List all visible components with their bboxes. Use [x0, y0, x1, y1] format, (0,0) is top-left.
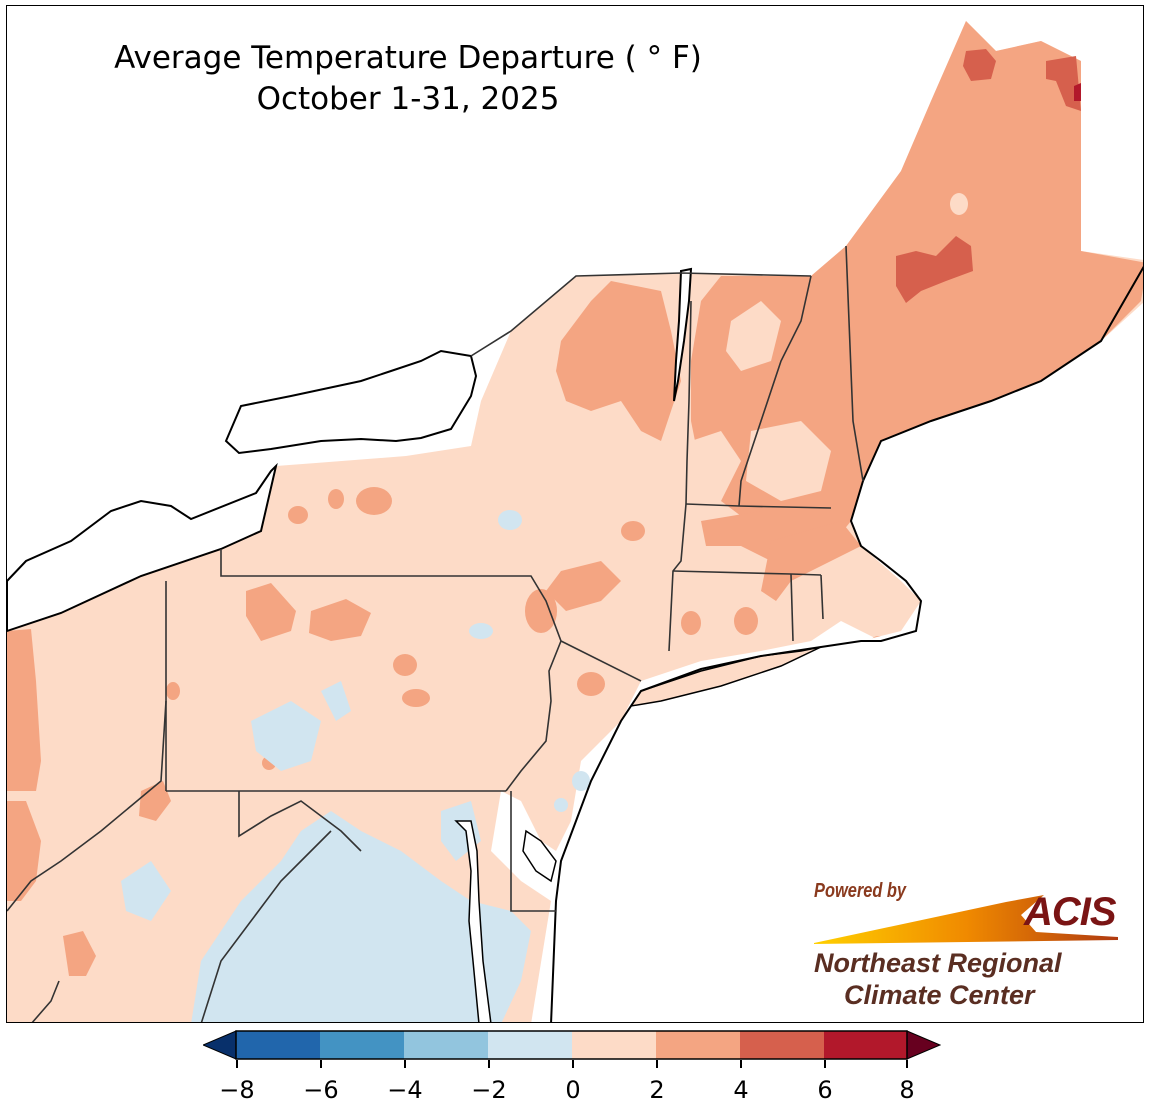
tick-label: 2 [649, 1076, 665, 1104]
org-name-line-1: Northeast Regional [814, 948, 1062, 978]
title-line-2: October 1-31, 2025 [256, 81, 560, 117]
border-vt-nh [738, 275, 812, 507]
nrcc-acis-logo: Powered by ACIS Northeast Regional Clima… [806, 880, 1136, 1015]
region-neg2-0-virginia [191, 811, 531, 1022]
chesapeake-bay [454, 820, 492, 1022]
ocean [556, 304, 1143, 1022]
acis-text: ACIS [1024, 890, 1117, 934]
lake-champlain [673, 267, 693, 402]
tick-label: −2 [471, 1076, 507, 1104]
border-ny-vt [685, 300, 692, 505]
border-ny-canada [470, 272, 812, 357]
acis-swoosh-icon [814, 895, 1118, 944]
map-frame: Average Temperature Departure ( ° F) Oct… [6, 5, 1144, 1023]
border-ma-north [685, 503, 832, 509]
tick-label: 8 [899, 1076, 915, 1104]
border-pa-nj [505, 640, 562, 792]
tick-label: 0 [565, 1076, 581, 1104]
border-ny-pa [220, 549, 562, 642]
lake-ontario [224, 349, 478, 455]
map-title: Average Temperature Departure ( ° F) Oct… [47, 38, 769, 120]
border-ct-ri [790, 573, 794, 642]
colorbar-over-arrow [906, 1030, 941, 1060]
title-line-1: Average Temperature Departure ( ° F) [114, 40, 702, 76]
lake-erie [7, 462, 278, 633]
tick-label: −6 [303, 1076, 339, 1104]
border-ri-ma [820, 574, 824, 620]
border-nh-me [845, 245, 864, 482]
region-2-4-adirondacks [556, 281, 681, 441]
colorbar-ticks: −8 −6 −4 −2 0 2 4 6 8 [0, 1060, 1151, 1110]
border-de [510, 791, 556, 912]
tick-label: 6 [817, 1076, 833, 1104]
coastline [550, 265, 1143, 1022]
border-md-wv [238, 791, 362, 852]
border-oh-wv [7, 700, 167, 912]
border-wv-va [200, 830, 332, 1022]
border-ny-ma-ct [668, 503, 687, 652]
region-4-6-maine-central [896, 236, 973, 303]
powered-by-text: Powered by [814, 880, 907, 902]
border-ny-nj [560, 640, 642, 682]
colorbar-under-arrow [203, 1030, 237, 1060]
tick-label: 4 [733, 1076, 749, 1104]
tick-label: −4 [387, 1076, 423, 1104]
colorbar [203, 1030, 941, 1060]
tick-label: −8 [219, 1076, 255, 1104]
region-6-8-maine-ne [1074, 83, 1081, 101]
delaware-bay [522, 829, 557, 883]
temperature-departure-map [7, 21, 1143, 1022]
border-wv-ky [31, 980, 60, 1022]
org-name-line-2: Climate Center [844, 980, 1035, 1010]
